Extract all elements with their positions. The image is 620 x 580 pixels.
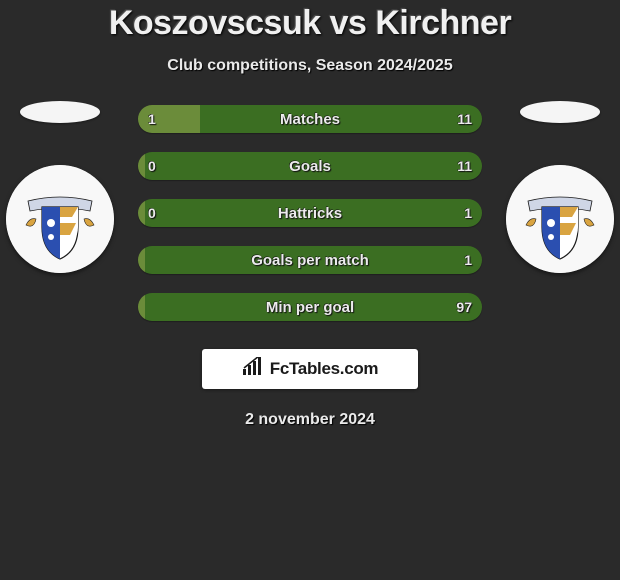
stat-bar-right-fill [145, 199, 482, 227]
stat-bar-left-fill [138, 105, 200, 133]
comparison-area: Matches111 Goals011 Hattricks01 Goals per m… [0, 105, 620, 321]
stat-bar-right-fill [145, 152, 482, 180]
stat-bar-left-fill [138, 152, 145, 180]
comparison-card: Koszovscsuk vs Kirchner Club competition… [0, 0, 620, 429]
player-left-column [0, 105, 120, 273]
branding-badge: FcTables.com [202, 349, 418, 389]
stat-bar-left-fill [138, 246, 145, 274]
flag-right [520, 101, 600, 123]
flag-left [20, 101, 100, 123]
stat-bar-right-fill [145, 293, 482, 321]
stat-bar: Goals011 [138, 152, 482, 180]
stat-bar-right-fill [200, 105, 482, 133]
stat-bar: Goals per match1 [138, 246, 482, 274]
stat-bar: Matches111 [138, 105, 482, 133]
stat-bar: Hattricks01 [138, 199, 482, 227]
stat-bar-right-fill [145, 246, 482, 274]
page-title: Koszovscsuk vs Kirchner [0, 4, 620, 43]
stat-bar-left-fill [138, 293, 145, 321]
chart-icon [242, 357, 264, 382]
subtitle: Club competitions, Season 2024/2025 [0, 57, 620, 75]
crest-right [506, 165, 614, 273]
stat-bars: Matches111 Goals011 Hattricks01 Goals per m… [138, 105, 482, 321]
crest-left [6, 165, 114, 273]
stat-bar-left-fill [138, 199, 145, 227]
player-right-column [500, 105, 620, 273]
branding-text: FcTables.com [270, 359, 379, 379]
stat-bar: Min per goal97 [138, 293, 482, 321]
date-label: 2 november 2024 [0, 411, 620, 429]
